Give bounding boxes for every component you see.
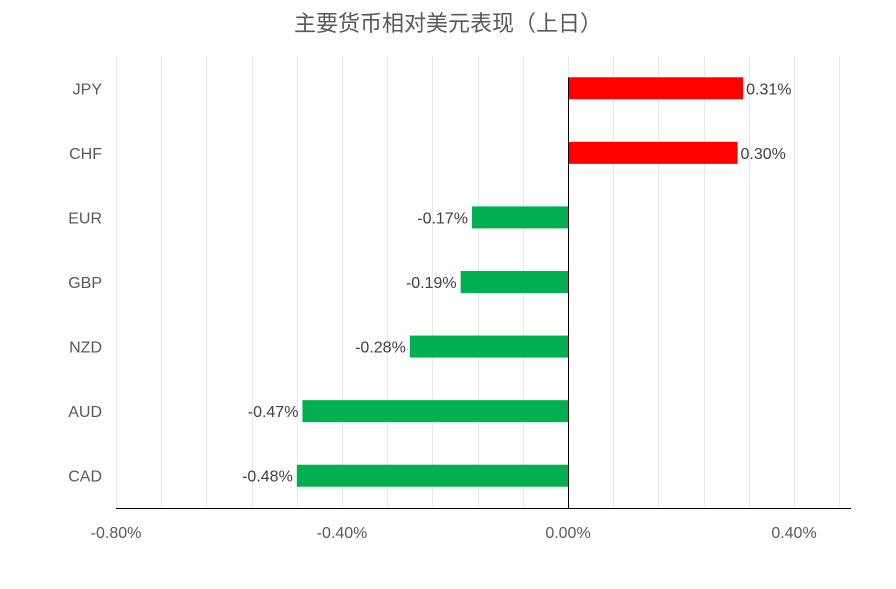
bar-eur <box>471 206 568 229</box>
bar-nzd <box>409 335 568 358</box>
category-label-eur: EUR <box>68 210 102 227</box>
labels: JPY 0.31% CHF 0.30% EUR -0.17% GBP -0.19% NZD -0.… <box>68 81 816 542</box>
data-label-eur: -0.17% <box>417 210 468 227</box>
bars <box>296 77 744 487</box>
category-label-jpy: JPY <box>73 81 103 98</box>
x-tick-label: -0.40% <box>317 525 368 542</box>
x-tick-label: -0.80% <box>91 525 142 542</box>
data-label-gbp: -0.19% <box>406 275 457 292</box>
data-label-jpy: 0.31% <box>746 81 791 98</box>
category-label-cad: CAD <box>68 469 102 486</box>
bar-jpy <box>568 77 744 100</box>
bar-gbp <box>460 271 568 293</box>
bar-chf <box>568 141 738 164</box>
bar-cad <box>296 464 568 487</box>
category-label-gbp: GBP <box>68 275 102 292</box>
data-label-nzd: -0.28% <box>355 340 406 357</box>
category-label-aud: AUD <box>68 404 102 421</box>
data-label-cad: -0.48% <box>242 469 293 486</box>
data-label-aud: -0.47% <box>248 404 299 421</box>
category-label-chf: CHF <box>69 146 102 163</box>
x-tick-label: 0.00% <box>545 525 590 542</box>
bar-aud <box>302 400 568 423</box>
category-label-nzd: NZD <box>69 340 102 357</box>
chart-title: 主要货币相对美元表现（上日） <box>293 12 602 37</box>
axes <box>116 78 851 509</box>
data-label-chf: 0.30% <box>741 146 786 163</box>
x-tick-label: 0.40% <box>771 525 816 542</box>
